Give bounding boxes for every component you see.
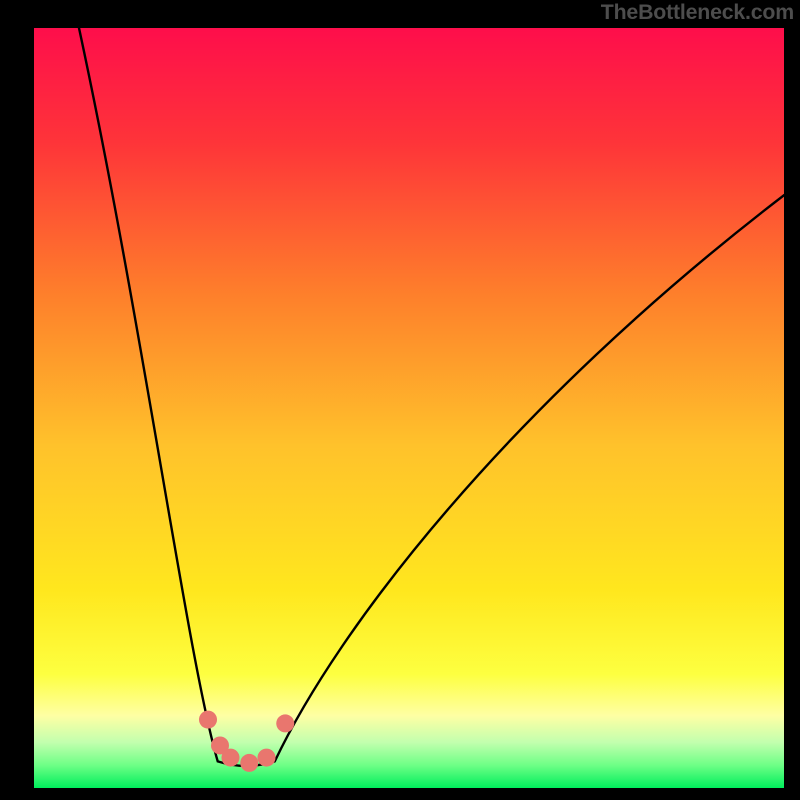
watermark-text: TheBottleneck.com <box>601 0 794 25</box>
plot-background <box>34 28 784 788</box>
curve-marker <box>258 749 276 767</box>
curve-marker <box>276 714 294 732</box>
curve-marker <box>222 749 240 767</box>
curve-marker <box>199 711 217 729</box>
plot-svg <box>34 28 784 788</box>
plot-frame <box>34 28 784 788</box>
curve-marker <box>240 754 258 772</box>
